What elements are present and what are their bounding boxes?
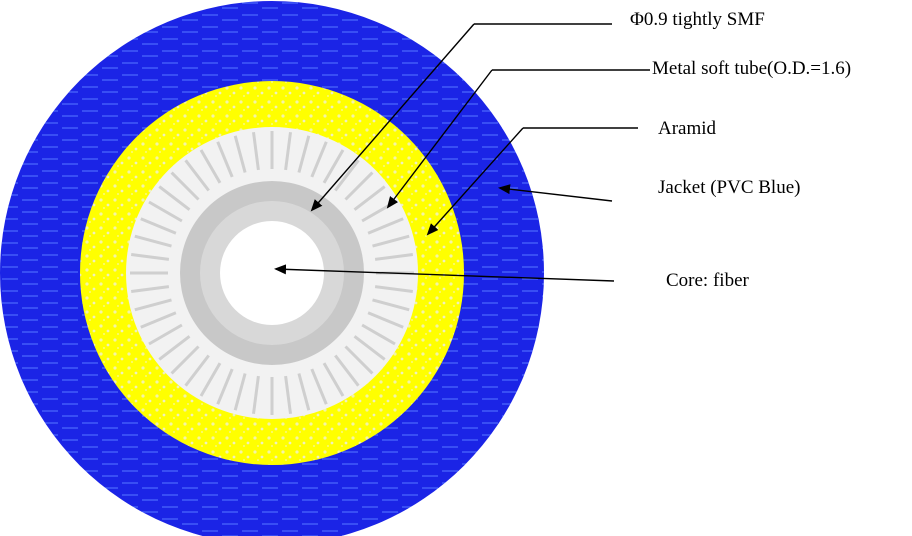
label-metal-tube: Metal soft tube(O.D.=1.6) (652, 58, 851, 79)
tube-spoke (148, 200, 183, 223)
tube-spoke (322, 362, 345, 397)
label-smf: Φ0.9 tightly SMF (630, 9, 765, 30)
leader-core (274, 264, 615, 282)
tube-spoke (252, 132, 260, 171)
tube-spoke (310, 368, 328, 405)
tube-spoke (367, 217, 404, 235)
tube-spoke (284, 375, 292, 414)
tube-spoke (372, 234, 410, 248)
tube-spoke (361, 323, 396, 346)
tube-spoke (372, 298, 410, 312)
tube-spoke (367, 311, 404, 329)
tube-spoke (334, 354, 360, 387)
tube-spoke (170, 171, 200, 201)
leader-smf (310, 23, 612, 212)
tube-spoke (297, 135, 311, 173)
tube-spoke (134, 298, 172, 312)
tube-spoke (216, 368, 234, 405)
tube-spoke (322, 149, 345, 184)
tube-spoke (158, 185, 191, 211)
tube-spoke (233, 135, 247, 173)
leader-tube (386, 69, 650, 209)
tube-spoke (297, 373, 311, 411)
tube-spoke (170, 345, 200, 375)
tube-spoke (140, 311, 177, 329)
tube-spoke (131, 285, 170, 293)
tube-spoke (199, 149, 222, 184)
core-fiber (220, 221, 324, 325)
tube-spoke (184, 354, 210, 387)
tube-spoke (334, 159, 360, 192)
tube-spoke (140, 217, 177, 235)
tube-spoke (148, 323, 183, 346)
tube-spoke (131, 253, 170, 261)
tube-spoke (184, 159, 210, 192)
tube-spoke (134, 234, 172, 248)
tube-spoke (374, 253, 413, 261)
tube-spoke (158, 335, 191, 361)
label-core: Core: fiber (666, 270, 750, 291)
label-aramid: Aramid (658, 118, 717, 139)
tube-spoke (216, 141, 234, 178)
tube-spoke (284, 132, 292, 171)
tube-spoke (344, 345, 374, 375)
tube-spoke (252, 375, 260, 414)
tube-spoke (344, 171, 374, 201)
leader-jacket (498, 184, 613, 202)
tube-spoke (310, 141, 328, 178)
label-jacket: Jacket (PVC Blue) (658, 177, 800, 198)
leader-aramid (426, 127, 638, 236)
tube-spoke (374, 285, 413, 293)
tube-spoke (233, 373, 247, 411)
tube-spoke (353, 185, 386, 211)
tube-spoke (353, 335, 386, 361)
tube-spoke (199, 362, 222, 397)
